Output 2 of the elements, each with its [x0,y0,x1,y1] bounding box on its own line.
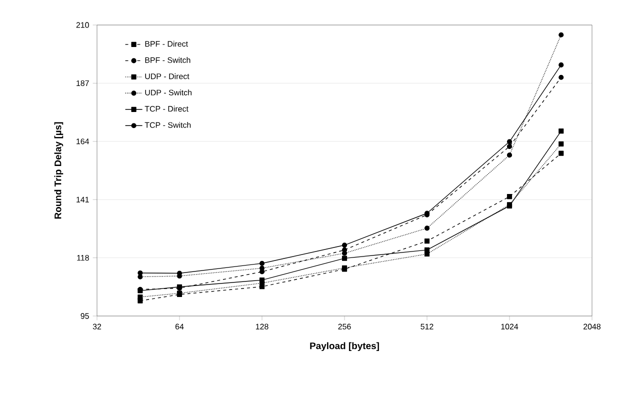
y-axis-title: Round Trip Delay [µs] [54,122,64,219]
x-axis-title: Payload [bytes] [310,342,379,352]
